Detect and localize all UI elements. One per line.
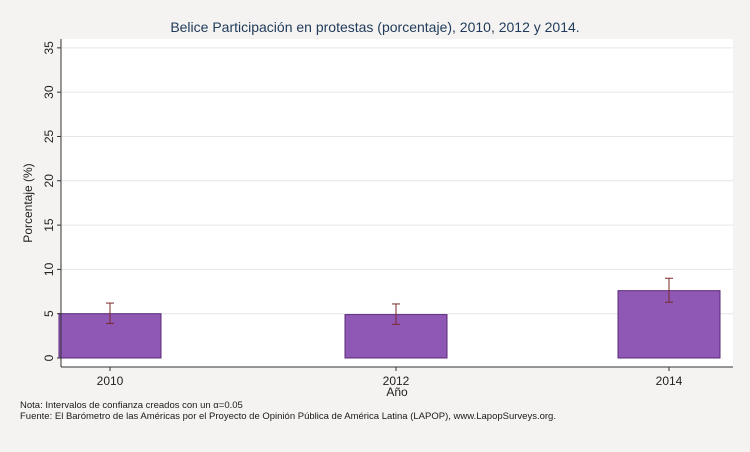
x-ticks: 2010 2012 2014 — [97, 367, 683, 388]
footnote-nota: Nota: Intervalos de confianza creados co… — [20, 400, 243, 411]
x-tick-label: 2010 — [97, 374, 124, 388]
x-tick-label: 2014 — [656, 374, 683, 388]
gridlines — [62, 47, 733, 315]
y-tick-label: 20 — [42, 174, 56, 188]
error-bar-2012 — [392, 303, 400, 325]
y-tick-label: 25 — [42, 129, 56, 143]
y-ticks: 0 5 10 15 20 25 30 35 — [42, 41, 61, 361]
x-tick-label: 2012 — [383, 374, 410, 388]
chart-title: Belice Participación en protestas (porce… — [170, 19, 579, 35]
bar-2014 — [617, 290, 721, 359]
error-bars — [106, 277, 673, 325]
y-tick-label: 0 — [42, 354, 56, 361]
error-bar-2010 — [106, 302, 114, 324]
x-axis-title: Año — [386, 385, 408, 399]
footnote-fuente: Fuente: El Barómetro de las Américas por… — [20, 410, 556, 422]
y-tick-label: 10 — [42, 262, 56, 276]
y-tick-label: 15 — [42, 218, 56, 232]
footnotes: Nota: Intervalos de confianza creados co… — [20, 400, 556, 422]
y-tick-label: 5 — [42, 310, 56, 317]
error-bar-2014 — [665, 277, 673, 303]
y-tick-label: 30 — [42, 85, 56, 99]
y-tick-label: 35 — [42, 41, 56, 55]
y-axis-title: Porcentaje (%) — [21, 163, 35, 242]
